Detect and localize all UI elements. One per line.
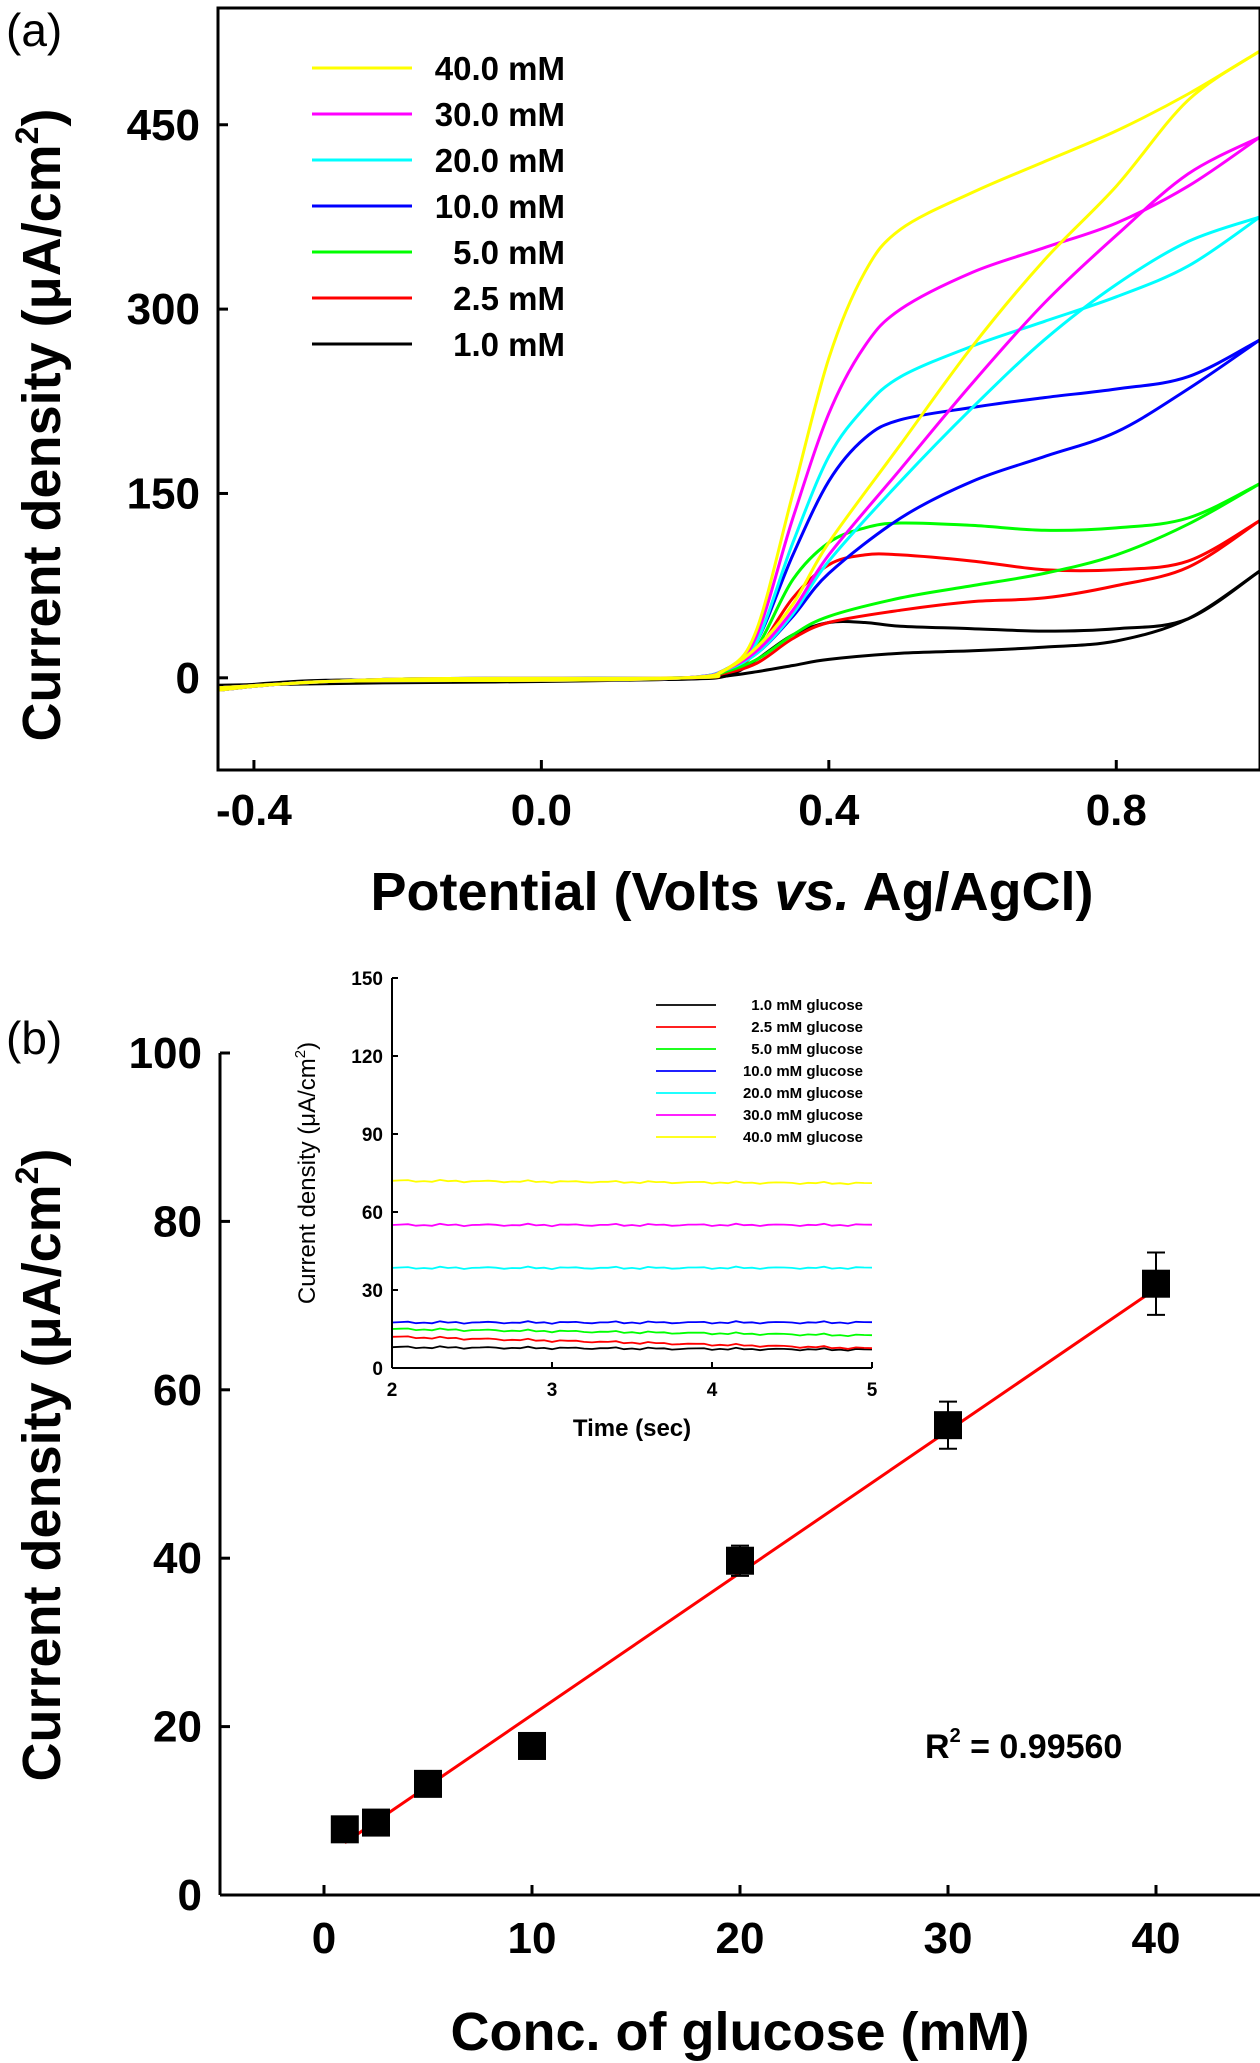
legend-entry: 5.0 mM xyxy=(453,234,565,271)
legend-entry: 40.0 mM xyxy=(435,50,565,87)
x-tick-label: 0.4 xyxy=(798,786,860,835)
inset-legend-entry: 40.0 mM glucose xyxy=(743,1129,863,1146)
panel-b-y-axis-label: Current density (μA/cm2) xyxy=(9,1149,72,1782)
x-tick-label: 10 xyxy=(508,1914,557,1963)
panel-b-label: (b) xyxy=(6,1012,62,1064)
x-tick-label: 0 xyxy=(312,1914,336,1963)
cv-curve-20-0-mm-forward xyxy=(217,215,1260,692)
y-tick-label: 100 xyxy=(129,1029,202,1078)
y-tick-label: 80 xyxy=(153,1197,202,1246)
data-point-marker xyxy=(726,1546,754,1575)
panel-b-data-points xyxy=(330,1251,1170,1844)
panel-a-label: (a) xyxy=(6,4,62,56)
panel-a-plot-frame xyxy=(216,6,1260,772)
legend-entry: 2.5 mM xyxy=(453,280,565,317)
inset-chart: 2 3 4 5 0 30 60 90 120 150 1.0 mM glucose 2.5 mM g… xyxy=(292,969,878,1442)
inset-legend-entry: 1.0 mM glucose xyxy=(751,997,863,1014)
panel-a: (a) -0.4 0.0 0.4 0.8 0 150 300 450 40.0 mM 30.0 … xyxy=(6,4,1260,922)
inset-legend-entry: 2.5 mM glucose xyxy=(751,1019,863,1036)
inset-series-line xyxy=(391,1222,873,1228)
inset-series-line xyxy=(391,1327,873,1338)
inset-series-line xyxy=(391,1265,873,1271)
inset-x-axis-label: Time (sec) xyxy=(573,1415,691,1442)
inset-y-tick-label: 60 xyxy=(362,1203,383,1224)
inset-x-tick-label: 4 xyxy=(707,1380,718,1401)
x-tick-label: 0.8 xyxy=(1086,786,1147,835)
legend-entry: 10.0 mM xyxy=(435,188,565,225)
y-tick-label: 150 xyxy=(127,469,200,518)
inset-x-tick-label: 5 xyxy=(867,1380,878,1401)
y-tick-label: 20 xyxy=(153,1703,202,1752)
cv-curve-30-0-mm-reverse xyxy=(217,135,1260,690)
cv-curve-40-0-mm-forward xyxy=(217,49,1260,692)
panel-b-x-axis-label: Conc. of glucose (mM) xyxy=(451,2002,1030,2062)
data-point-marker xyxy=(330,1815,359,1844)
data-point-marker xyxy=(518,1731,546,1760)
x-tick-label: 0.0 xyxy=(511,786,572,835)
y-tick-label: 300 xyxy=(127,285,200,334)
data-point-marker xyxy=(414,1769,442,1798)
inset-y-tick-label: 0 xyxy=(372,1359,383,1380)
data-point-marker xyxy=(362,1808,390,1837)
panel-a-series-lines xyxy=(217,49,1260,692)
inset-series-line xyxy=(391,1320,873,1325)
panel-a-x-axis-label: Potential (Volts vs. Ag/AgCl) xyxy=(370,862,1093,922)
x-tick-label: 20 xyxy=(716,1914,765,1963)
r-squared-annotation: R2 = 0.99560 xyxy=(925,1725,1122,1766)
inset-legend: 1.0 mM glucose 2.5 mM glucose 5.0 mM gluco… xyxy=(656,997,863,1146)
panel-a-axis-ticks: -0.4 0.0 0.4 0.8 0 150 300 450 xyxy=(127,101,1147,835)
inset-y-tick-label: 150 xyxy=(351,969,383,990)
inset-series-line xyxy=(391,1345,873,1352)
inset-y-axis-label: Current density (μA/cm2) xyxy=(292,1042,321,1304)
inset-x-tick-label: 2 xyxy=(387,1380,398,1401)
cv-curve-30-0-mm-forward xyxy=(217,135,1260,692)
panel-a-legend: 40.0 mM 30.0 mM 20.0 mM 10.0 mM 5.0 mM 2.5 mM… xyxy=(312,50,565,363)
cv-curve-10-0-mm-forward xyxy=(217,338,1260,692)
y-tick-label: 60 xyxy=(153,1366,202,1415)
inset-y-tick-label: 30 xyxy=(362,1281,383,1302)
inset-series-lines xyxy=(391,1178,873,1352)
y-tick-label: 0 xyxy=(178,1871,202,1920)
legend-entry: 1.0 mM xyxy=(453,326,565,363)
inset-legend-entry: 10.0 mM glucose xyxy=(743,1063,863,1080)
inset-axis-ticks: 2 3 4 5 0 30 60 90 120 150 xyxy=(351,969,877,1401)
legend-entry: 20.0 mM xyxy=(435,142,565,179)
inset-series-line xyxy=(391,1335,873,1350)
panel-a-y-axis-label: Current density (μA/cm2) xyxy=(9,109,72,742)
inset-legend-entry: 20.0 mM glucose xyxy=(743,1085,863,1102)
inset-y-tick-label: 90 xyxy=(362,1125,383,1146)
data-point-marker xyxy=(934,1411,962,1440)
x-tick-label: 30 xyxy=(924,1914,973,1963)
inset-x-tick-label: 3 xyxy=(547,1380,558,1401)
y-tick-label: 40 xyxy=(153,1534,202,1583)
legend-entry: 30.0 mM xyxy=(435,96,565,133)
x-tick-label: 40 xyxy=(1132,1914,1181,1963)
inset-series-line xyxy=(391,1178,873,1186)
y-tick-label: 450 xyxy=(127,101,200,150)
y-tick-label: 0 xyxy=(176,654,200,703)
cv-curve-5-0-mm-reverse xyxy=(217,482,1260,690)
cv-curve-20-0-mm-reverse xyxy=(217,215,1260,690)
inset-y-tick-label: 120 xyxy=(351,1047,383,1068)
inset-legend-entry: 5.0 mM glucose xyxy=(751,1041,863,1058)
x-tick-label: -0.4 xyxy=(216,786,292,835)
inset-legend-entry: 30.0 mM glucose xyxy=(743,1107,863,1124)
cv-curve-40-0-mm-reverse xyxy=(217,49,1260,690)
data-point-marker xyxy=(1142,1269,1170,1298)
